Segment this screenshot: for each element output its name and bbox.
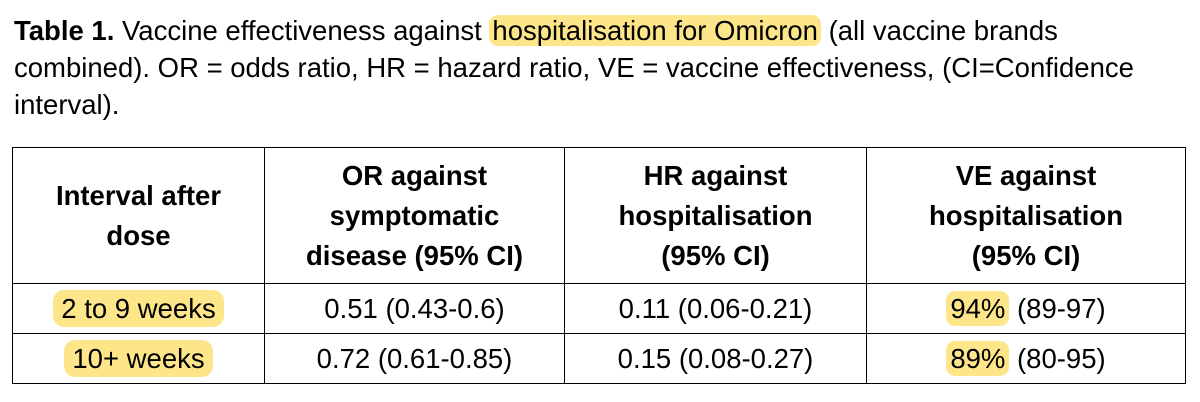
caption-highlight: hospitalisation for Omicron xyxy=(489,15,821,46)
cell-interval: 2 to 9 weeks xyxy=(12,283,265,334)
cell-ve: 89% (80-95) xyxy=(866,333,1186,384)
ve-percent-highlight: 94% xyxy=(946,290,1010,326)
table-row: 2 to 9 weeks 0.51 (0.43-0.6) 0.11 (0.06-… xyxy=(12,283,1186,334)
cell-interval: 10+ weeks xyxy=(12,333,265,384)
interval-highlight: 10+ weeks xyxy=(64,339,213,377)
header-ve: VE against hospitalisation (95% CI) xyxy=(866,147,1186,284)
ve-percent-highlight: 89% xyxy=(946,340,1010,376)
header-hr: HR against hospitalisation (95% CI) xyxy=(564,147,867,284)
caption-label: Table 1. xyxy=(14,15,115,46)
table-caption: Table 1. Vaccine effectiveness against h… xyxy=(14,12,1189,123)
cell-ve: 94% (89-97) xyxy=(866,283,1186,334)
table-row: 10+ weeks 0.72 (0.61-0.85) 0.15 (0.08-0.… xyxy=(12,333,1186,384)
interval-highlight: 2 to 9 weeks xyxy=(53,289,224,327)
caption-text-after: (all vaccine brands combined). OR = odds… xyxy=(14,15,1134,120)
header-or: OR against symptomatic disease (95% CI) xyxy=(264,147,565,284)
cell-hr: 0.11 (0.06-0.21) xyxy=(564,283,867,334)
cell-or: 0.72 (0.61-0.85) xyxy=(264,333,565,384)
ve-ci: (80-95) xyxy=(1009,342,1106,374)
cell-hr: 0.15 (0.08-0.27) xyxy=(564,333,867,384)
ve-ci: (89-97) xyxy=(1009,292,1106,324)
table-header-row: Interval after dose OR against symptomat… xyxy=(12,147,1186,284)
caption-text-before: Vaccine effectiveness against xyxy=(114,15,490,46)
header-interval: Interval after dose xyxy=(12,147,265,284)
vaccine-effectiveness-table: Interval after dose OR against symptomat… xyxy=(12,147,1186,384)
cell-or: 0.51 (0.43-0.6) xyxy=(264,283,565,334)
